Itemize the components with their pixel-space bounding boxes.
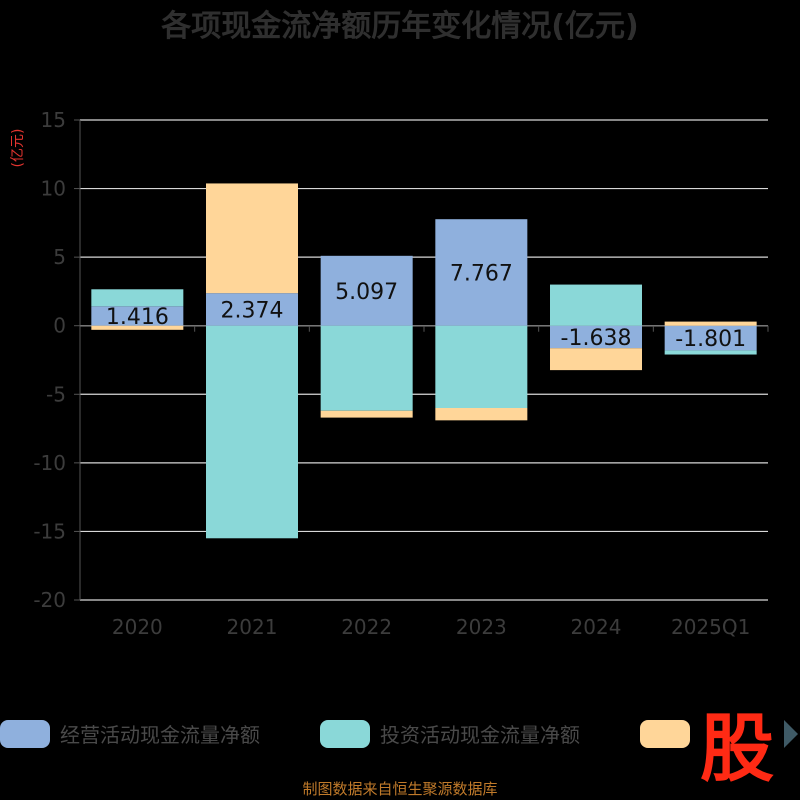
y-axis-ticks: 15 10 5 0 -5 -10 -15 -20 (33, 108, 80, 612)
legend-label[interactable]: 投资活动现金流量净额 (380, 723, 580, 747)
bar-series-2 (664, 350, 757, 355)
bar-series-2 (206, 325, 298, 539)
footer-source: 制图数据来自恒生聚源数据库 (302, 780, 497, 798)
bar-series-3 (550, 348, 642, 371)
legend-swatch[interactable] (0, 720, 50, 748)
stock-logo: 股 (700, 706, 774, 792)
x-tick-label: 2023 (456, 615, 507, 639)
y-tick-label: 5 (53, 245, 66, 269)
bar-series-1 (435, 219, 528, 326)
bar-series-3 (435, 408, 528, 421)
data-label: 1.416 (106, 305, 169, 330)
stock-logo-icon: 股 (700, 706, 774, 792)
bar-series-2 (435, 325, 528, 408)
bar-series-3 (91, 325, 184, 330)
bar-series-2 (91, 289, 184, 307)
bar-series-2 (320, 325, 413, 411)
y-tick-label: 0 (53, 314, 66, 338)
legend: 经营活动现金流量净额 投资活动现金流量净额 (0, 720, 690, 748)
x-axis-labels: 2020 2021 2022 2023 2024 2025Q1 (112, 325, 769, 639)
data-label: -1.801 (675, 327, 746, 352)
bar-series-1 (320, 255, 413, 326)
y-tick-label: -15 (33, 519, 66, 543)
legend-label[interactable]: 经营活动现金流量净额 (60, 723, 260, 747)
x-tick-label: 2024 (571, 615, 622, 639)
bar-series-1 (550, 325, 642, 349)
bars (91, 183, 757, 539)
data-label: -1.638 (561, 326, 632, 351)
bar-series-3 (206, 183, 298, 294)
bar-series-1 (664, 325, 757, 351)
data-label: 5.097 (335, 280, 398, 305)
data-labels: 1.416 2.374 5.097 7.767 -1.638 -1.801 (106, 261, 746, 352)
bar-series-1 (91, 306, 184, 326)
bar-series-1 (206, 293, 298, 326)
bar-series-3 (664, 321, 757, 326)
x-tick-label: 2025Q1 (671, 615, 750, 639)
y-tick-label: 15 (41, 108, 66, 132)
data-label: 7.767 (450, 261, 513, 286)
chart-title: 各项现金流净额历年变化情况(亿元) (160, 9, 638, 44)
y-tick-label: -5 (46, 382, 66, 406)
legend-swatch[interactable] (640, 720, 690, 748)
x-tick-label: 2022 (341, 615, 392, 639)
bar-series-3 (320, 410, 413, 418)
y-tick-label: 10 (41, 177, 66, 201)
grid-lines (79, 119, 768, 601)
data-label: 2.374 (221, 298, 284, 323)
y-axis-unit: (亿元) (10, 129, 26, 168)
x-tick-label: 2021 (227, 615, 278, 639)
y-tick-label: -20 (33, 588, 66, 612)
y-tick-label: -10 (33, 451, 66, 475)
legend-next-arrow-icon[interactable] (784, 720, 798, 748)
x-tick-label: 2020 (112, 615, 163, 639)
bar-series-2 (550, 284, 642, 326)
legend-swatch[interactable] (320, 720, 370, 748)
